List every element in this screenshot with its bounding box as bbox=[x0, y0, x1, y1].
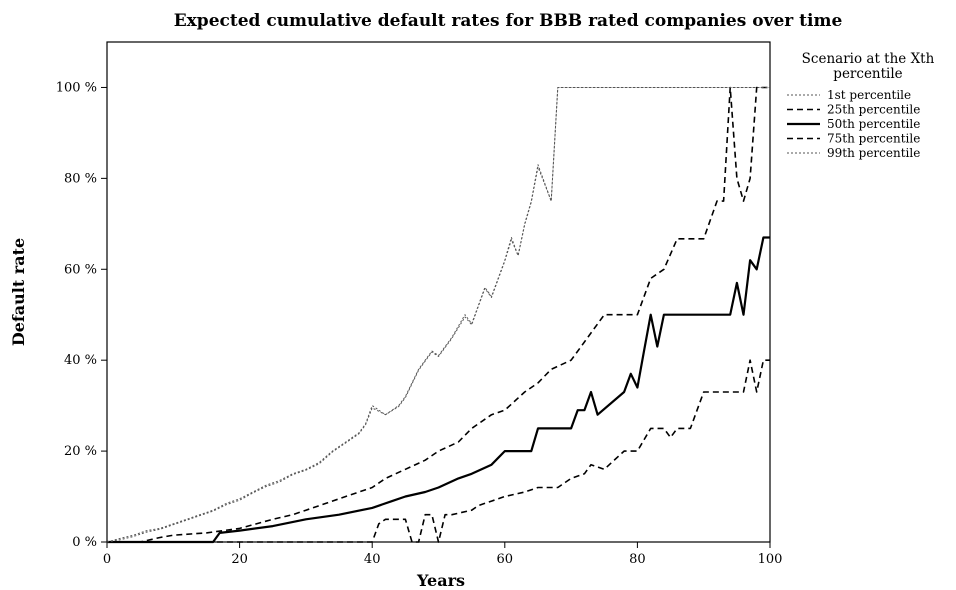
series-line-3 bbox=[107, 236, 770, 544]
legend-label: 25th percentile bbox=[827, 103, 920, 117]
legend: Scenario at the Xth percentile 1st perce… bbox=[787, 51, 935, 160]
x-tick-label: 20 bbox=[231, 552, 248, 567]
series-line-2 bbox=[107, 86, 770, 543]
x-axis: 0 20 40 60 80 100 bbox=[103, 542, 783, 567]
x-tick-label: 100 bbox=[758, 552, 783, 567]
y-axis: 0 % 20 % 40 % 60 % 80 % 100 % bbox=[56, 80, 107, 550]
x-tick-label: 40 bbox=[364, 552, 381, 567]
legend-label: 1st percentile bbox=[827, 88, 911, 102]
legend-label: 75th percentile bbox=[827, 132, 920, 146]
plot-frame bbox=[106, 41, 771, 543]
chart-title: Expected cumulative default rates for BB… bbox=[174, 11, 843, 31]
x-axis-title: Years bbox=[416, 571, 465, 590]
y-tick-label: 20 % bbox=[64, 444, 97, 459]
y-tick-label: 80 % bbox=[64, 171, 97, 186]
y-tick-label: 0 % bbox=[72, 535, 97, 550]
legend-title-line1: Scenario at the Xth bbox=[802, 51, 935, 67]
series-layer bbox=[106, 86, 770, 544]
legend-label: 99th percentile bbox=[827, 146, 920, 160]
series-line-5 bbox=[106, 87, 770, 543]
y-tick-label: 60 % bbox=[64, 262, 97, 277]
legend-title-line2: percentile bbox=[833, 66, 902, 82]
y-tick-label: 40 % bbox=[64, 353, 97, 368]
series-line-4 bbox=[107, 359, 770, 543]
x-tick-label: 60 bbox=[497, 552, 514, 567]
y-tick-label: 100 % bbox=[56, 80, 97, 95]
y-axis-title: Default rate bbox=[9, 238, 28, 346]
x-tick-label: 0 bbox=[103, 552, 111, 567]
x-tick-label: 80 bbox=[629, 552, 646, 567]
legend-label: 50th percentile bbox=[827, 117, 920, 131]
